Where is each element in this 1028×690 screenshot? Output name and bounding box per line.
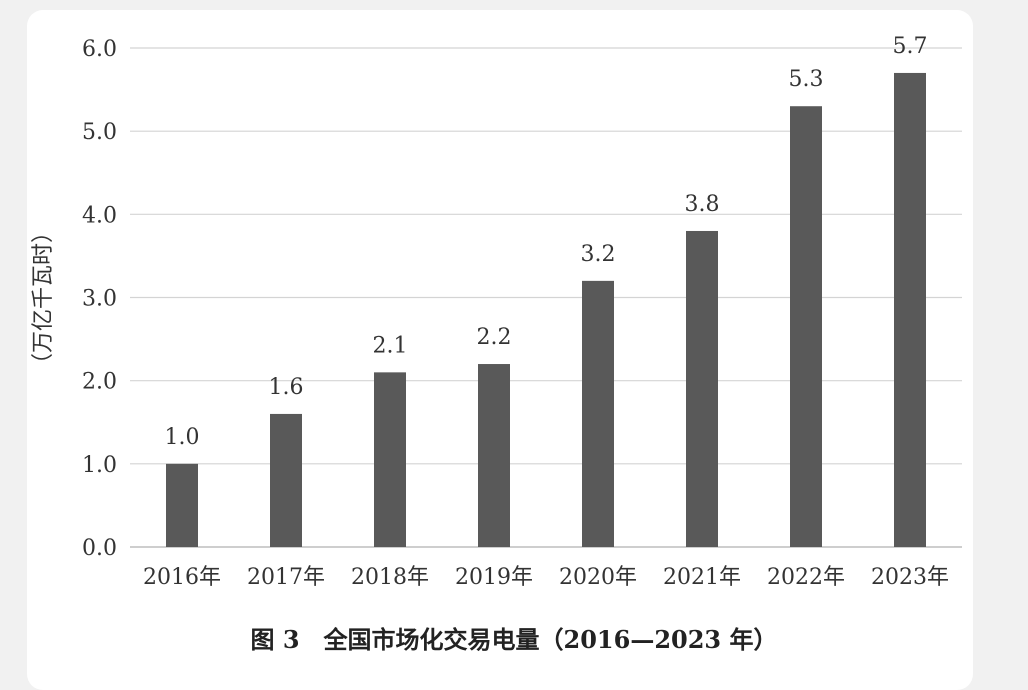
- y-tick-label: 5.0: [82, 120, 117, 145]
- data-label: 2.2: [477, 325, 512, 350]
- bar: [270, 413, 302, 547]
- bars: [166, 72, 926, 547]
- y-tick-label: 2.0: [82, 370, 117, 395]
- bar-chart: 0.0 1.0 2.0 3.0 4.0 5.0 6.0 1.0 1.6 2.1 2.2 3.2 3.8…: [31, 34, 962, 590]
- bar: [582, 280, 614, 547]
- data-label: 1.6: [269, 375, 304, 400]
- x-axis-ticks: 2016年 2017年 2018年 2019年 2020年 2021年 2022年 2023年: [143, 565, 949, 590]
- y-tick-label: 4.0: [82, 203, 117, 228]
- x-tick-label: 2022年: [767, 565, 845, 590]
- bar: [686, 230, 718, 547]
- x-tick-label: 2017年: [247, 565, 325, 590]
- figure-caption: 图 3 全国市场化交易电量（2016—2023 年）: [250, 625, 778, 654]
- y-tick-label: 0.0: [82, 536, 117, 561]
- bar: [166, 463, 198, 547]
- x-tick-label: 2020年: [559, 565, 637, 590]
- y-tick-label: 6.0: [82, 37, 117, 62]
- x-tick-label: 2021年: [663, 565, 741, 590]
- x-tick-label: 2023年: [871, 565, 949, 590]
- data-labels: 1.0 1.6 2.1 2.2 3.2 3.8 5.3 5.7: [165, 34, 928, 450]
- y-tick-label: 3.0: [82, 287, 117, 312]
- x-tick-label: 2016年: [143, 565, 221, 590]
- y-axis-label: （万亿千瓦时）: [31, 221, 56, 375]
- gridlines: [130, 47, 962, 548]
- y-tick-label: 1.0: [82, 453, 117, 478]
- x-tick-label: 2019年: [455, 565, 533, 590]
- y-axis-ticks: 0.0 1.0 2.0 3.0 4.0 5.0 6.0: [82, 37, 117, 561]
- bar: [478, 364, 510, 547]
- data-label: 5.3: [789, 67, 824, 92]
- data-label: 3.2: [581, 242, 616, 267]
- bar: [894, 72, 926, 547]
- data-label: 3.8: [685, 192, 720, 217]
- x-tick-label: 2018年: [351, 565, 429, 590]
- bar: [790, 106, 822, 547]
- data-label: 5.7: [893, 34, 928, 59]
- data-label: 2.1: [373, 333, 408, 358]
- data-label: 1.0: [165, 425, 200, 450]
- bar: [374, 372, 406, 547]
